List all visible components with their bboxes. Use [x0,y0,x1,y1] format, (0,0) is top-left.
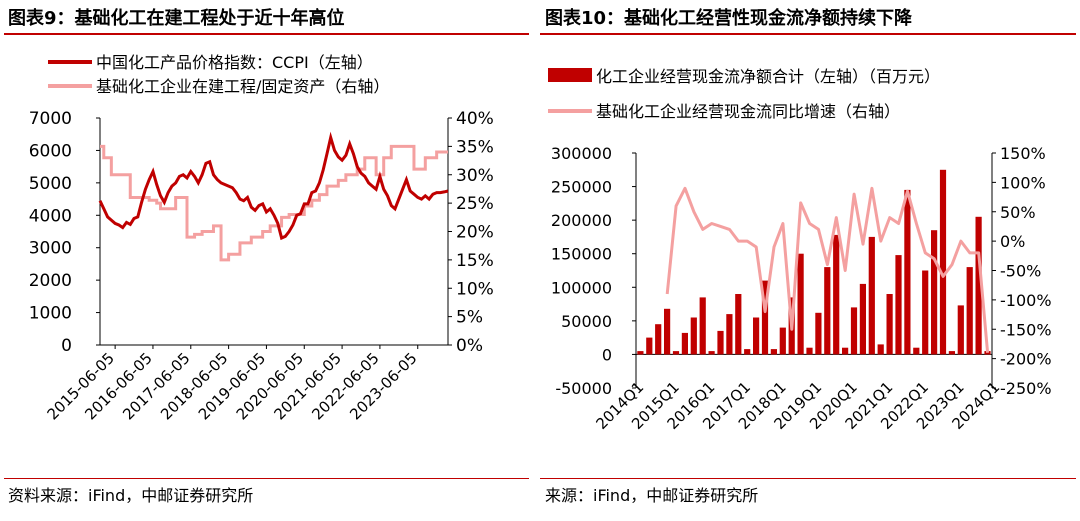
cashflow-bar [761,280,769,355]
right-chart-title: 图表10：基础化工经营性现金流净额持续下降 [545,8,913,29]
right-title-rule [540,33,1076,35]
cashflow-bar [833,234,840,355]
legend-label-line: 基础化工企业经营现金流同比增速（右轴） [596,102,900,121]
cashflow-bar [859,283,866,355]
y-right-tick-label: 30% [456,166,494,186]
cashflow-bar [824,267,831,355]
cashflow-bar [806,347,813,355]
cashflow-bar [842,347,849,355]
cashflow-bar [948,351,955,355]
y-right-tick-label: 0% [456,336,483,356]
cashflow-bar [672,351,680,355]
series-growth-line [665,186,990,353]
y-right-tick-label: 50% [1000,203,1036,222]
y-left-tick-label: 300000 [551,144,612,163]
cashflow-bar [770,349,777,355]
right-source-note: 来源：iFind，中邮证券研究所 [545,486,759,505]
y-left-tick-label: 5000 [29,174,72,194]
cashflow-bar [877,344,884,355]
cashflow-bar [868,236,875,355]
y-right-tick-label: -150% [1000,320,1052,339]
y-left-tick-label: 100000 [551,278,612,297]
y-right-tick-label: 100% [1000,173,1046,192]
series-ccpi-line [98,131,449,241]
cashflow-bar [895,255,902,355]
left-footer-rule [4,478,529,479]
y-left-tick-label: 150000 [551,245,612,264]
y-left-tick-label: 1000 [29,304,72,324]
y-right-tick-label: 20% [456,223,494,243]
y-right-tick-label: 0% [1000,232,1025,251]
y-right-tick-label: 10% [456,279,494,299]
cashflow-bar [681,332,688,355]
legend-swatch-bar [548,68,592,82]
cashflow-bar [779,327,786,355]
y-right-tick-label: 25% [456,194,494,214]
cashflow-bar [850,307,858,355]
cashflow-bar [975,216,982,355]
y-left-tick-label: 0 [61,336,72,356]
y-right-tick-label: -100% [1000,291,1052,310]
cashflow-bar [699,297,706,355]
cashflow-bar [726,314,733,355]
cashflow-bar [966,267,973,355]
y-left-tick-label: -50000 [555,379,612,398]
cashflow-bar [708,351,715,355]
y-left-tick-label: 3000 [29,239,72,259]
cashflow-bar [922,270,929,355]
ccpi-construction-chart: 中国化工产品价格指数：CCPI（左轴） 基础化工企业在建工程/固定资产（右轴） 0 1… [29,53,494,423]
cashflow-bar [957,305,964,355]
cashflow-bar [904,189,911,355]
legend-label-0: 中国化工产品价格指数：CCPI（左轴） [96,53,373,72]
y-right-tick-label: 150% [1000,144,1046,163]
y-right-tick-label: 35% [456,137,494,157]
y-right-tick-label: -50% [1000,262,1041,281]
y-left-tick-label: 200000 [551,211,612,230]
cashflow-bar [717,330,724,355]
right-footer-rule [540,478,1076,479]
legend-label-bar: 化工企业经营现金流净额合计（左轴）（百万元） [596,67,940,86]
y-left-tick-label: 7000 [29,109,72,129]
y-right-tick-label: 15% [456,251,494,271]
cashflow-bar [931,230,938,355]
legend-label-1: 基础化工企业在建工程/固定资产（右轴） [96,77,389,96]
y-left-tick-label: 250000 [551,178,612,197]
cashflow-bar [735,294,742,355]
cashflow-chart: 化工企业经营现金流净额合计（左轴）（百万元） 基础化工企业经营现金流同比增速（右轴… [548,67,1052,433]
cashflow-bar [744,349,751,355]
cashflow-bar [646,337,653,355]
cashflow-bar [690,317,697,355]
cashflow-bar [939,169,947,355]
y-left-tick-label: 6000 [29,141,72,161]
left-chart-title: 图表9：基础化工在建工程处于近十年高位 [8,8,345,29]
left-title-rule [4,33,529,35]
left-source-note: 资料来源：iFind，中邮证券研究所 [8,486,254,505]
cashflow-bar [886,294,893,355]
y-left-tick-label: 4000 [29,206,72,226]
cashflow-bar [913,347,920,355]
y-right-tick-label: -250% [1000,379,1052,398]
y-left-tick-label: 50000 [561,312,612,331]
cashflow-bar [637,351,644,355]
y-right-tick-label: 40% [456,109,494,129]
series-construction-ratio-line [100,144,448,262]
cashflow-bar [797,253,804,355]
y-left-tick-label: 0 [602,345,612,364]
y-right-tick-label: 5% [456,308,483,328]
cashflow-bar [655,324,662,355]
cashflow-bar [664,308,671,355]
cashflow-bar [815,312,822,355]
y-right-tick-label: -200% [1000,350,1052,369]
cashflow-bar [753,317,760,355]
y-left-tick-label: 2000 [29,271,72,291]
